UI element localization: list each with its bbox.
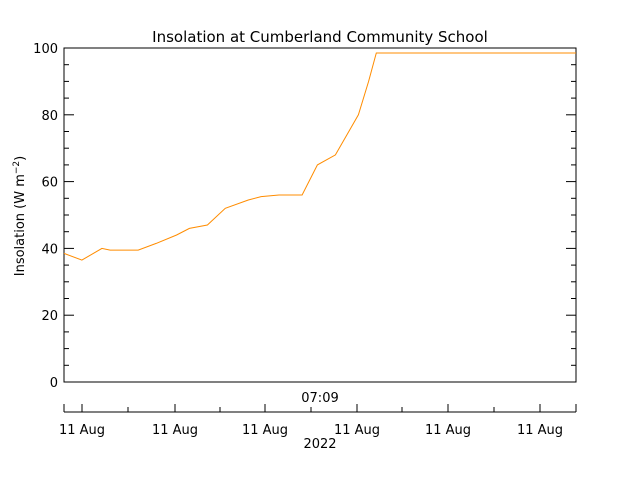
data-series	[63, 52, 576, 261]
chart-title: Insolation at Cumberland Community Schoo…	[152, 28, 488, 46]
y-axis-label-close: )	[13, 156, 28, 161]
time-label: 07:09	[301, 391, 338, 406]
y-tick-label: 60	[41, 176, 58, 191]
series-line-0	[63, 52, 576, 261]
plot-frame	[63, 47, 577, 383]
y-axis-label-main: Insolation (W m	[13, 174, 28, 276]
y-tick-label: 80	[41, 109, 58, 124]
date-tick-label: 11 Aug	[59, 423, 105, 438]
y-axis-label: Insolation (W m−2)	[12, 156, 28, 277]
date-tick-label: 11 Aug	[334, 423, 380, 438]
date-tick-label: 11 Aug	[242, 423, 288, 438]
date-tick-label: 11 Aug	[517, 423, 563, 438]
y-tick-label: 20	[41, 309, 58, 324]
date-tick-label: 11 Aug	[152, 423, 198, 438]
date-tick-label: 11 Aug	[425, 423, 471, 438]
y-axis-ticks: 0 20 40 60 80 100	[33, 42, 576, 391]
y-tick-label: 40	[41, 242, 58, 257]
date-axis-ticks: 11 Aug 11 Aug 11 Aug 11 Aug 11 Aug 11 Aug	[59, 404, 577, 438]
y-tick-label: 0	[50, 376, 58, 391]
year-label: 2022	[303, 437, 336, 452]
y-tick-label: 100	[33, 42, 58, 57]
y-axis-label-superscript: −2	[12, 161, 22, 174]
